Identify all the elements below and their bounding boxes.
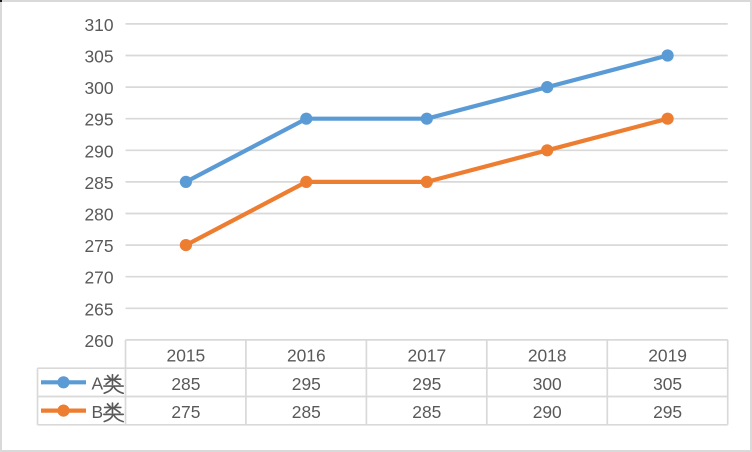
svg-text:300: 300 <box>84 78 113 98</box>
svg-text:A: A <box>92 374 104 394</box>
svg-text:300: 300 <box>533 374 562 394</box>
svg-text:275: 275 <box>84 236 113 256</box>
svg-text:310: 310 <box>84 15 113 35</box>
svg-text:285: 285 <box>84 173 113 193</box>
svg-text:2015: 2015 <box>167 345 206 365</box>
svg-text:2019: 2019 <box>648 345 687 365</box>
svg-text:B: B <box>92 402 104 422</box>
svg-text:295: 295 <box>653 402 682 422</box>
svg-text:2018: 2018 <box>528 345 567 365</box>
svg-text:305: 305 <box>84 47 113 67</box>
svg-text:265: 265 <box>84 299 113 319</box>
svg-text:295: 295 <box>84 110 113 130</box>
svg-text:280: 280 <box>84 205 113 225</box>
svg-text:285: 285 <box>171 374 200 394</box>
svg-text:2016: 2016 <box>287 345 326 365</box>
svg-text:290: 290 <box>84 141 113 161</box>
svg-text:2017: 2017 <box>407 345 446 365</box>
svg-text:295: 295 <box>412 374 441 394</box>
svg-text:260: 260 <box>84 331 113 351</box>
svg-text:305: 305 <box>653 374 682 394</box>
svg-text:270: 270 <box>84 268 113 288</box>
svg-text:275: 275 <box>171 402 200 422</box>
svg-text:285: 285 <box>292 402 321 422</box>
svg-text:285: 285 <box>412 402 441 422</box>
svg-text:295: 295 <box>292 374 321 394</box>
svg-text:290: 290 <box>533 402 562 422</box>
